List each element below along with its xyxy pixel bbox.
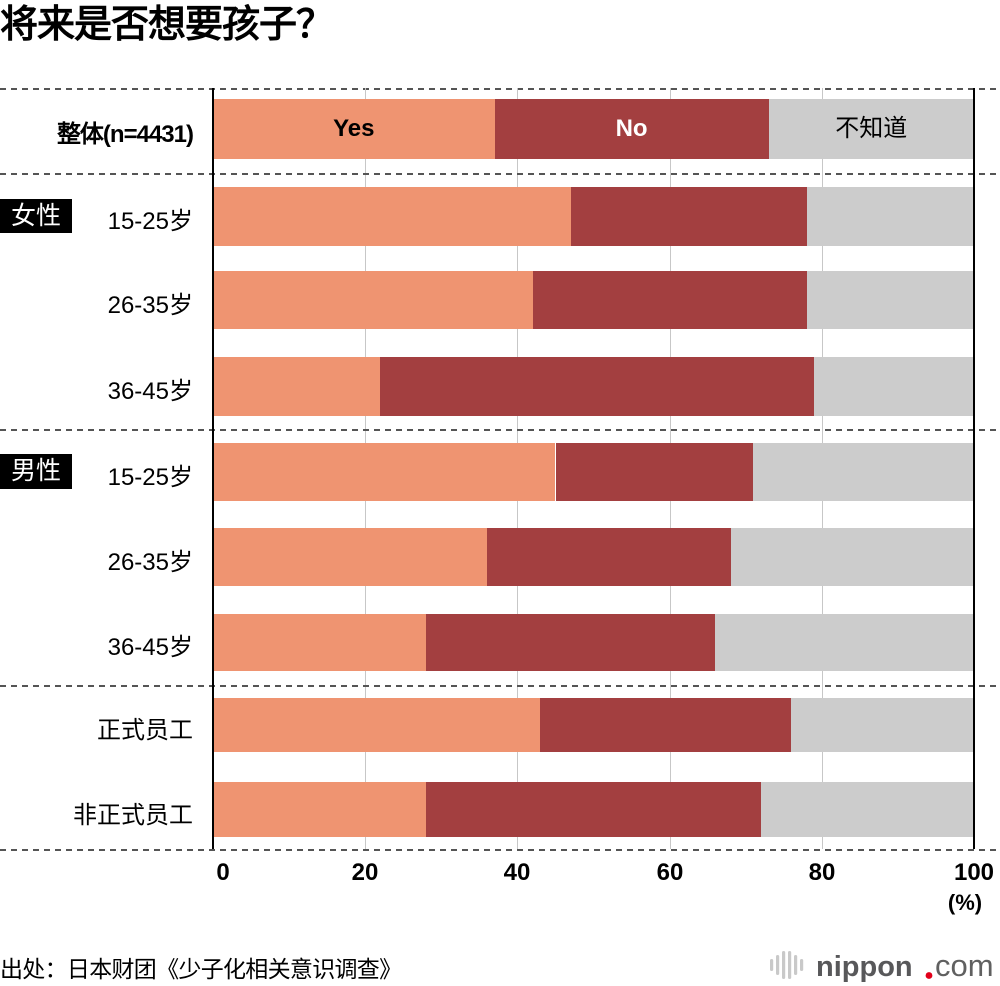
svg-text:nippon: nippon — [816, 951, 913, 983]
svg-text:com: com — [935, 948, 994, 983]
